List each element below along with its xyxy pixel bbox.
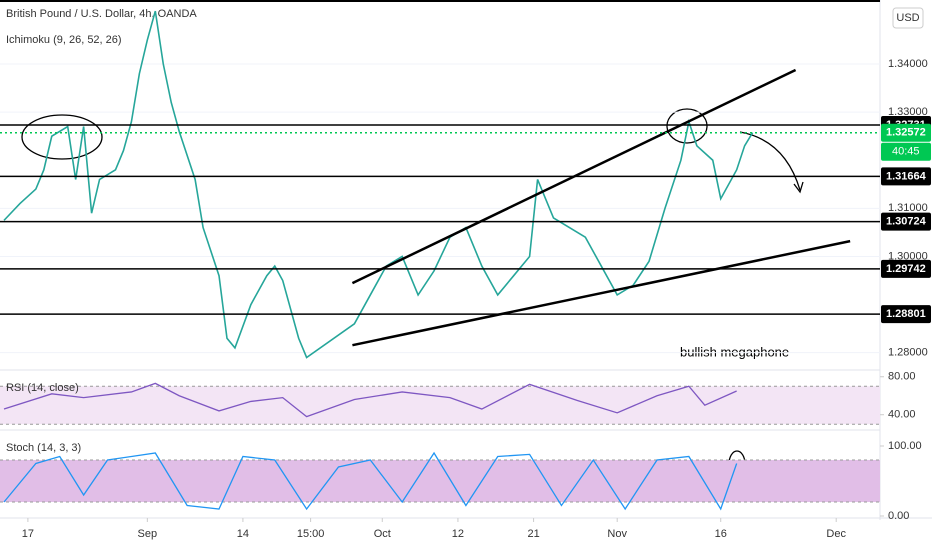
y-tick-label: 40.00	[888, 409, 916, 421]
y-tick-label: 100.00	[888, 440, 922, 452]
y-tick-label: 1.30000	[888, 250, 928, 262]
band-fill	[0, 460, 880, 502]
x-tick-label: Nov	[607, 528, 627, 540]
x-tick-label: Oct	[374, 528, 391, 540]
level-label: 1.31664	[886, 170, 927, 182]
level-tag	[881, 305, 931, 324]
indicator-label: Ichimoku (9, 26, 52, 26)	[6, 34, 122, 46]
symbol-title: British Pound / U.S. Dollar, 4h, OANDA	[6, 8, 197, 20]
y-tick-label: 1.34000	[888, 58, 928, 70]
currency-box[interactable]	[892, 7, 924, 29]
indicator-label: RSI (14, close)	[6, 382, 79, 394]
countdown: 40:45	[892, 146, 920, 158]
y-tick-label: 0.00	[888, 510, 909, 522]
x-tick-label: 17	[22, 528, 34, 540]
countdown-tag	[881, 142, 931, 161]
x-tick-label: 14	[237, 528, 249, 540]
level-tag	[881, 212, 931, 231]
level-label: 1.29742	[886, 263, 926, 275]
level-tag	[881, 259, 931, 278]
level-tag	[881, 123, 931, 142]
x-tick-label: Dec	[826, 528, 846, 540]
arrow-head	[793, 181, 804, 194]
stoch-line	[3, 451, 738, 511]
level-label: 1.32572	[886, 127, 926, 139]
x-tick-label: 16	[715, 528, 727, 540]
level-label: 1.28801	[886, 308, 926, 320]
x-tick-label: 21	[527, 528, 539, 540]
x-tick-label: Sep	[138, 528, 158, 540]
rsi-line	[3, 382, 737, 418]
indicator-label: Stoch (14, 3, 3)	[6, 442, 81, 454]
y-tick-label: 1.33000	[888, 106, 928, 118]
x-tick-label: 15:00	[297, 528, 325, 540]
highlight-ellipse	[666, 108, 708, 144]
y-tick-label: 1.31000	[888, 202, 928, 214]
level-label: 1.30724	[886, 216, 927, 228]
currency[interactable]: USD	[896, 12, 919, 24]
y-tick-label: 80.00	[888, 371, 916, 383]
y-tick-label: 1.28000	[888, 347, 928, 359]
level-tag	[881, 167, 931, 186]
annotation: bullish megaphone	[680, 344, 789, 359]
trend-line	[352, 239, 851, 347]
price-line	[3, 10, 754, 359]
highlight-ellipse	[21, 114, 103, 160]
x-tick-label: 12	[452, 528, 464, 540]
projection-arrow	[739, 131, 801, 191]
